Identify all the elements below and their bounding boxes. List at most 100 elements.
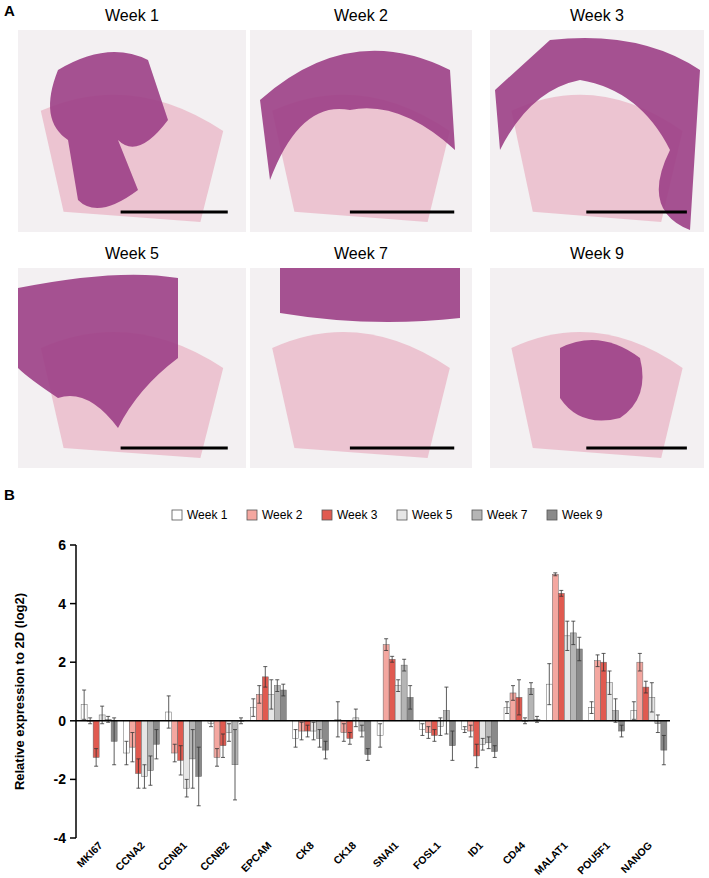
error-line: [531, 683, 532, 695]
error-cap: [638, 653, 642, 654]
bar: [401, 665, 407, 721]
error-cap: [167, 695, 171, 696]
error-bar: [360, 725, 364, 737]
error-cap: [306, 736, 310, 737]
error-bar: [221, 734, 225, 757]
error-cap: [638, 670, 642, 671]
error-cap: [608, 694, 612, 695]
error-cap: [529, 682, 533, 683]
error-cap: [269, 679, 273, 680]
error-cap: [590, 701, 594, 702]
error-cap: [487, 736, 491, 737]
error-line: [470, 725, 471, 737]
y-tick-label: 4: [58, 596, 66, 612]
error-bar: [336, 702, 340, 737]
image-title: Week 3: [570, 7, 624, 24]
error-cap: [275, 679, 279, 680]
error-bar: [517, 680, 521, 715]
error-cap: [312, 722, 316, 723]
image-background: [250, 268, 472, 468]
error-bar: [426, 727, 430, 739]
error-cap: [142, 764, 146, 765]
error-cap: [263, 687, 267, 688]
error-cap: [571, 644, 575, 645]
error-cap: [318, 729, 322, 730]
error-line: [428, 727, 429, 739]
error-cap: [179, 775, 183, 776]
error-bar: [148, 756, 152, 785]
error-line: [621, 725, 622, 737]
error-bar: [275, 680, 279, 692]
x-tick-label: NANOG: [618, 839, 654, 875]
error-bar: [348, 733, 352, 745]
error-bar: [402, 659, 406, 671]
tissue: [495, 38, 700, 230]
error-line: [265, 667, 266, 688]
error-bar: [281, 684, 285, 696]
error-line: [301, 722, 302, 740]
error-line: [404, 659, 405, 671]
error-bar: [632, 702, 636, 720]
error-cap: [577, 660, 581, 661]
error-line: [271, 680, 272, 709]
histology-image: [18, 268, 246, 468]
error-cap: [402, 670, 406, 671]
error-line: [488, 737, 489, 749]
legend-swatch: [397, 510, 407, 520]
error-line: [253, 699, 254, 717]
legend-label: Week 3: [337, 508, 378, 522]
error-cap: [100, 723, 104, 724]
x-tick-label: CCNA2: [113, 839, 147, 873]
tissue: [50, 52, 168, 208]
error-cap: [559, 596, 563, 597]
error-cap: [620, 736, 624, 737]
error-cap: [342, 741, 346, 742]
error-bar: [354, 709, 358, 727]
scale-bar: [121, 447, 228, 450]
error-line: [343, 724, 344, 742]
error-cap: [390, 656, 394, 657]
legend-label: Week 9: [562, 508, 603, 522]
x-tick-label: SNAI1: [370, 839, 400, 869]
error-cap: [553, 575, 557, 576]
error-line: [573, 621, 574, 644]
error-line: [349, 733, 350, 745]
error-cap: [511, 700, 515, 701]
error-line: [633, 702, 634, 720]
error-bar: [306, 725, 310, 737]
error-line: [392, 656, 393, 662]
y-tick-label: -2: [54, 771, 67, 787]
histology-image: [18, 30, 246, 232]
error-line: [150, 756, 151, 785]
error-line: [229, 724, 230, 742]
error-cap: [650, 712, 654, 713]
error-line: [657, 715, 658, 733]
error-cap: [173, 761, 177, 762]
bar: [389, 659, 395, 721]
bar: [558, 593, 564, 720]
error-line: [186, 779, 187, 797]
bar: [601, 662, 607, 721]
error-cap: [130, 732, 134, 733]
error-line: [579, 637, 580, 660]
error-bar: [650, 683, 654, 712]
histology-image: [250, 268, 472, 468]
error-cap: [577, 637, 581, 638]
error-cap: [408, 685, 412, 686]
error-bar: [559, 590, 563, 596]
y-tick-label: 6: [58, 537, 66, 553]
error-bar: [614, 699, 618, 722]
error-bar: [167, 696, 171, 728]
error-cap: [94, 766, 98, 767]
error-line: [192, 730, 193, 789]
error-bar: [263, 667, 267, 688]
legend-swatch: [547, 510, 557, 520]
error-line: [319, 730, 320, 748]
error-bar: [475, 744, 479, 767]
error-cap: [221, 733, 225, 734]
error-cap: [463, 726, 467, 727]
error-cap: [100, 706, 104, 707]
error-cap: [227, 723, 231, 724]
error-cap: [173, 744, 177, 745]
error-cap: [312, 739, 316, 740]
